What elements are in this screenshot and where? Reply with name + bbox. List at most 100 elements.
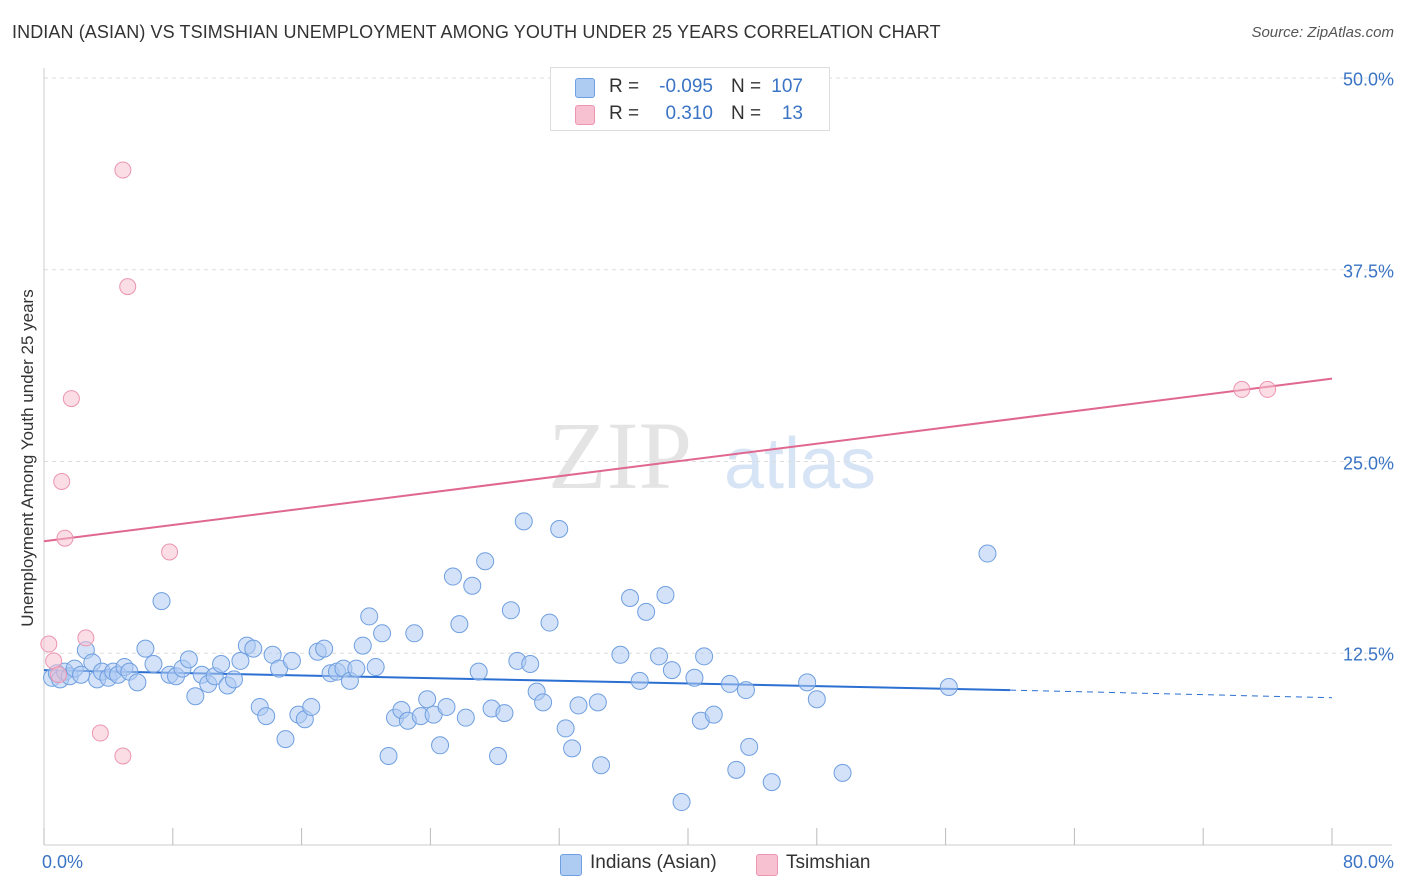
point-tsimshian bbox=[62, 390, 80, 408]
point-indians bbox=[798, 673, 817, 692]
point-indians bbox=[736, 681, 755, 700]
point-indians bbox=[939, 677, 958, 696]
point-indians bbox=[637, 602, 656, 621]
legend-swatch-blue bbox=[575, 78, 595, 98]
legend-label-tsimshian: Tsimshian bbox=[786, 852, 871, 873]
point-indians bbox=[611, 645, 630, 664]
legend-n-label: N = bbox=[731, 76, 762, 97]
point-indians bbox=[431, 736, 450, 755]
point-indians bbox=[588, 693, 607, 712]
chart-title: INDIAN (ASIAN) VS TSIMSHIAN UNEMPLOYMENT… bbox=[12, 22, 941, 42]
point-indians bbox=[514, 512, 533, 531]
point-indians bbox=[128, 673, 147, 692]
point-indians bbox=[720, 674, 739, 693]
point-indians bbox=[685, 668, 704, 687]
point-indians bbox=[179, 650, 198, 669]
point-indians bbox=[662, 661, 681, 680]
point-indians bbox=[315, 639, 334, 658]
legend-swatch-tsimshian bbox=[756, 854, 778, 876]
point-tsimshian bbox=[53, 472, 71, 490]
trendline-indians-extension bbox=[1009, 689, 1333, 699]
point-indians bbox=[405, 624, 424, 643]
point-indians bbox=[740, 737, 759, 756]
correlation-legend: R = -0.095 N = 107 R = 0.310 N = 13 bbox=[550, 67, 830, 131]
point-tsimshian bbox=[77, 629, 95, 647]
series-legend: Indians (Asian) Tsimshian bbox=[0, 852, 1406, 878]
point-tsimshian bbox=[1259, 380, 1277, 398]
point-indians bbox=[437, 697, 456, 716]
point-indians bbox=[463, 576, 482, 595]
point-indians bbox=[569, 696, 588, 715]
point-indians bbox=[257, 707, 276, 726]
point-tsimshian bbox=[114, 747, 132, 765]
point-indians bbox=[136, 639, 155, 658]
watermark-atlas: atlas bbox=[724, 424, 876, 504]
legend-swatch-pink bbox=[575, 105, 595, 125]
point-indians bbox=[762, 773, 781, 792]
point-indians bbox=[630, 671, 649, 690]
point-tsimshian bbox=[40, 635, 58, 653]
point-indians bbox=[379, 747, 398, 766]
point-indians bbox=[186, 687, 205, 706]
point-indians bbox=[592, 756, 611, 775]
point-indians bbox=[489, 747, 508, 766]
point-indians bbox=[656, 585, 675, 604]
point-indians bbox=[276, 730, 295, 749]
point-indians bbox=[621, 589, 640, 608]
y-tick-label: 37.5% bbox=[1342, 261, 1394, 282]
legend-n-value: 13 bbox=[781, 103, 803, 124]
legend-n-value: 107 bbox=[771, 76, 803, 97]
point-indians bbox=[495, 704, 514, 723]
point-indians bbox=[550, 519, 569, 538]
point-indians bbox=[521, 654, 540, 673]
y-tick-label: 25.0% bbox=[1342, 453, 1394, 473]
legend-row-tsimshian: R = 0.310 N = 13 bbox=[551, 101, 829, 129]
x-tick-max: 80.0% bbox=[1342, 852, 1394, 872]
point-tsimshian bbox=[161, 543, 179, 561]
point-tsimshian bbox=[49, 666, 67, 684]
y-tick-label: 12.5% bbox=[1342, 644, 1394, 665]
point-indians bbox=[450, 615, 469, 634]
point-indians bbox=[650, 647, 669, 666]
source-label: Source: ZipAtlas.com bbox=[1251, 24, 1394, 41]
point-indians bbox=[456, 708, 475, 727]
point-tsimshian bbox=[56, 529, 74, 547]
legend-n-label: N = bbox=[731, 103, 762, 124]
point-indians bbox=[366, 658, 385, 677]
point-indians bbox=[807, 690, 826, 709]
point-indians bbox=[224, 670, 243, 689]
point-indians bbox=[443, 567, 462, 586]
point-indians bbox=[501, 601, 520, 620]
legend-row-indians: R = -0.095 N = 107 bbox=[551, 74, 829, 102]
point-tsimshian bbox=[114, 161, 132, 179]
point-tsimshian bbox=[91, 724, 109, 742]
trendline-tsimshian bbox=[43, 377, 1333, 543]
point-indians bbox=[978, 544, 997, 563]
point-indians bbox=[833, 763, 852, 782]
point-indians bbox=[672, 793, 691, 812]
point-indians bbox=[534, 693, 553, 712]
x-tick-min: 0.0% bbox=[42, 852, 84, 872]
point-indians bbox=[418, 690, 437, 709]
point-indians bbox=[244, 639, 263, 658]
point-indians bbox=[727, 760, 746, 779]
watermark-zip: ZIP bbox=[548, 402, 692, 509]
point-indians bbox=[212, 654, 231, 673]
point-indians bbox=[302, 697, 321, 716]
point-indians bbox=[373, 624, 392, 643]
legend-r-value: 0.310 bbox=[665, 103, 713, 124]
point-indians bbox=[476, 552, 495, 571]
legend-label-indians: Indians (Asian) bbox=[590, 852, 717, 873]
point-indians bbox=[152, 592, 171, 611]
point-indians bbox=[540, 613, 559, 632]
point-indians bbox=[347, 659, 366, 678]
legend-r-value: -0.095 bbox=[659, 76, 713, 97]
point-tsimshian bbox=[119, 278, 137, 296]
point-indians bbox=[353, 636, 372, 655]
y-tick-label: 50.0% bbox=[1342, 69, 1394, 90]
point-indians bbox=[231, 651, 250, 670]
point-tsimshian bbox=[1233, 380, 1251, 398]
legend-r-label: R = bbox=[609, 76, 640, 97]
point-indians bbox=[144, 654, 163, 673]
